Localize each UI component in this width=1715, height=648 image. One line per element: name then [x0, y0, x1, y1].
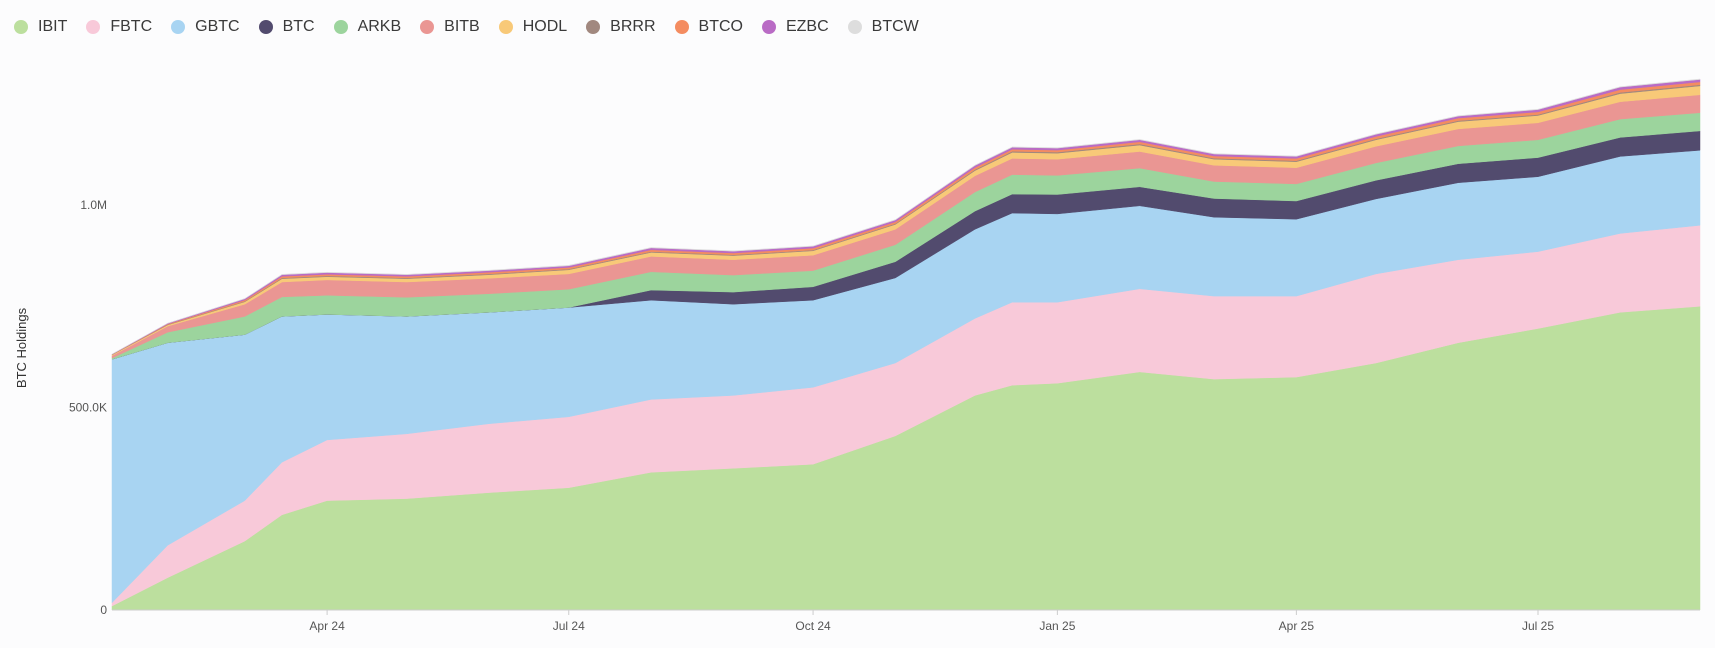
legend-swatch — [420, 20, 435, 34]
legend-item-arkb[interactable]: ARKB — [333, 18, 402, 36]
legend-swatch — [847, 20, 862, 34]
legend-swatch — [258, 20, 273, 34]
legend-item-btcw[interactable]: BTCW — [847, 18, 919, 36]
legend-swatch — [586, 20, 601, 34]
legend-label: ARKB — [357, 18, 402, 35]
chart-legend: IBIT FBTC GBTC BTC ARKB BITB HODL BRRR BTCO EZBC B… — [14, 18, 938, 36]
legend-swatch — [761, 20, 776, 34]
legend-label: BTCO — [698, 18, 743, 35]
legend-swatch — [333, 20, 348, 34]
legend-swatch — [171, 20, 186, 34]
y-tick-label: 0 — [100, 603, 107, 617]
x-tick-label: Apr 24 — [309, 619, 345, 633]
legend-label: HODL — [522, 18, 568, 35]
legend-label: FBTC — [110, 18, 153, 35]
legend-item-ezbc[interactable]: EZBC — [761, 18, 829, 36]
legend-item-bitb[interactable]: BITB — [420, 18, 480, 36]
legend-item-btco[interactable]: BTCO — [674, 18, 743, 36]
x-tick-label: Jul 25 — [1522, 619, 1554, 633]
legend-label: BTC — [282, 18, 315, 35]
legend-label: GBTC — [195, 18, 240, 35]
x-tick-label: Jan 25 — [1039, 619, 1075, 633]
area-layers — [111, 78, 1701, 611]
y-tick-label: 500.0K — [69, 401, 107, 415]
legend-item-ibit[interactable]: IBIT — [14, 18, 67, 36]
y-tick-label: 1.0M — [80, 198, 107, 212]
x-tick-label: Jul 24 — [553, 619, 585, 633]
legend-swatch — [14, 20, 28, 34]
legend-item-gbtc[interactable]: GBTC — [171, 18, 240, 36]
x-tick-label: Oct 24 — [795, 619, 831, 633]
legend-label: BTCW — [871, 18, 919, 35]
legend-item-btc[interactable]: BTC — [258, 18, 315, 36]
area-series-btcw[interactable] — [111, 78, 1701, 355]
legend-swatch — [498, 20, 513, 34]
legend-item-fbtc[interactable]: FBTC — [86, 18, 152, 36]
legend-swatch — [674, 20, 689, 34]
legend-label: BITB — [444, 18, 480, 35]
y-axis-label: BTC Holdings — [14, 307, 29, 388]
x-tick-label: Apr 25 — [1279, 619, 1315, 633]
legend-item-brrr[interactable]: BRRR — [586, 18, 656, 36]
legend-label: IBIT — [38, 18, 68, 35]
legend-item-hodl[interactable]: HODL — [498, 18, 568, 36]
legend-swatch — [86, 20, 101, 34]
legend-label: BRRR — [610, 18, 656, 35]
axes: 0 500.0K 1.0M Apr 24 Jul 24 Oct 24 Jan 25 Apr 2… — [69, 198, 1700, 633]
legend-label: EZBC — [785, 18, 829, 35]
